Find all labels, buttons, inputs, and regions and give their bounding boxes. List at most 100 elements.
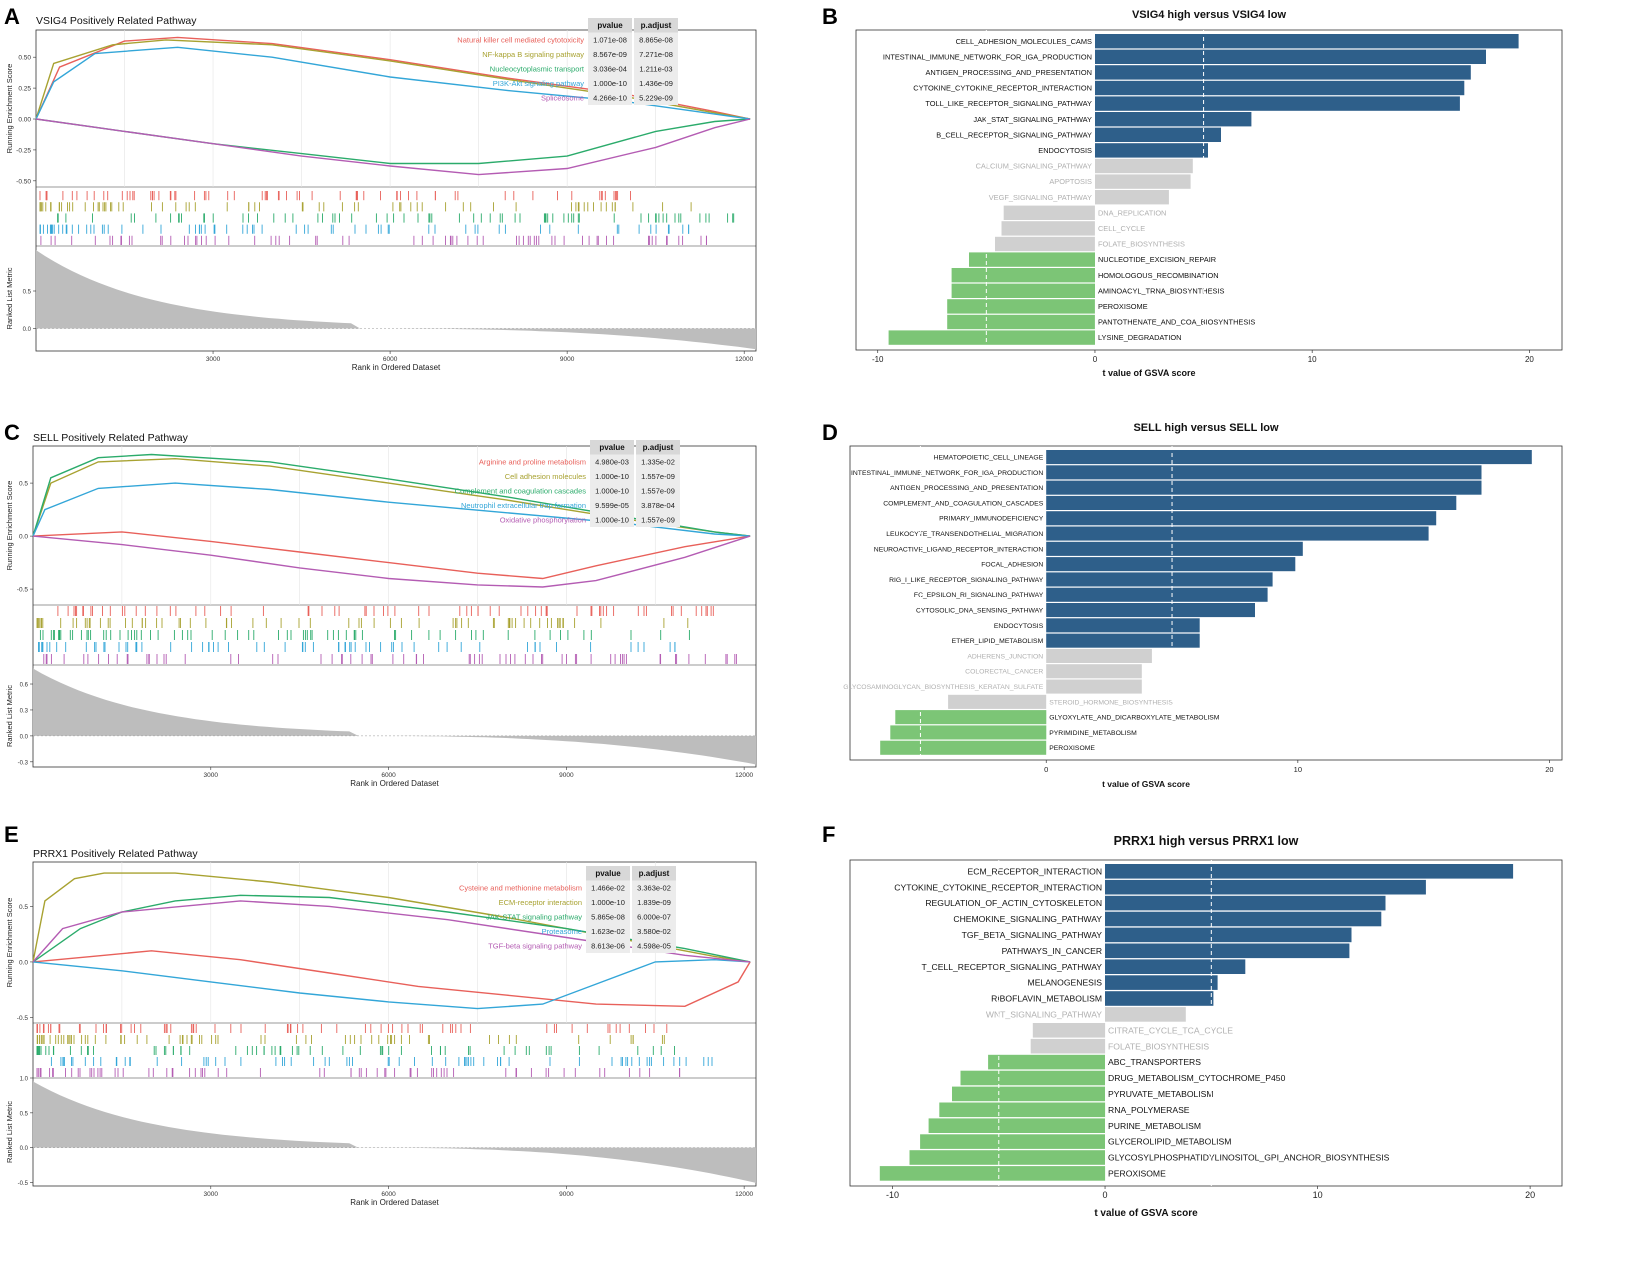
bar-label: VEGF_SIGNALING_PATHWAY bbox=[989, 193, 1092, 202]
gsva-bar bbox=[948, 694, 1047, 709]
plot-frame bbox=[849, 859, 1563, 1187]
pvalue-cell: 4.980e-03 bbox=[595, 458, 629, 467]
padjust-cell: 1.839e-09 bbox=[637, 898, 671, 907]
gsva-bar bbox=[1095, 143, 1208, 158]
chart-title: VSIG4 high versus VSIG4 low bbox=[1132, 9, 1286, 21]
legend-entry: NF-kappa B signaling pathway bbox=[482, 50, 584, 59]
gsva-bar bbox=[1105, 943, 1350, 959]
x-tick-label: 12000 bbox=[735, 772, 753, 779]
y-tick-label: 0.00 bbox=[18, 117, 31, 124]
table-cell bbox=[634, 76, 678, 91]
legend-entry: Nucleocytoplasmic transport bbox=[490, 65, 585, 74]
pvalue-cell: 1.466e-02 bbox=[591, 884, 625, 893]
bar-label: B_CELL_RECEPTOR_SIGNALING_PATHWAY bbox=[936, 130, 1092, 139]
panel-letter: B bbox=[822, 4, 838, 29]
legend-entry: Spliceosome bbox=[541, 94, 584, 103]
legend-entry: Natural killer cell mediated cytotoxicit… bbox=[457, 36, 584, 45]
bar-label: FOLATE_BIOSYNTHESIS bbox=[1108, 1041, 1209, 1051]
metric-tick-label: 0.5 bbox=[23, 290, 32, 296]
gsva-bar bbox=[1046, 480, 1482, 495]
bar-label: PEROXISOME bbox=[1098, 302, 1148, 311]
gsva-bar bbox=[1105, 1007, 1186, 1022]
gsva-bar bbox=[1105, 991, 1214, 1006]
legend-entry: ECM-receptor interaction bbox=[499, 898, 582, 907]
bar-label: FC_EPSILON_RI_SIGNALING_PATHWAY bbox=[914, 592, 1044, 599]
bar-label: CHEMOKINE_SIGNALING_PATHWAY bbox=[953, 914, 1102, 924]
plot-frame bbox=[35, 29, 757, 352]
bar-label: PEROXISOME bbox=[1049, 745, 1095, 752]
table-cell bbox=[634, 61, 678, 76]
gsva-bar bbox=[1046, 618, 1200, 633]
table-cell bbox=[636, 483, 680, 498]
pvalue-cell: 9.599e-05 bbox=[595, 501, 629, 510]
bar-label: JAK_STAT_SIGNALING_PATHWAY bbox=[973, 115, 1092, 124]
gsva-bar bbox=[1095, 65, 1471, 80]
x-tick-label: 3000 bbox=[204, 772, 219, 779]
gsva-bar bbox=[1046, 557, 1296, 572]
ranked-metric-area bbox=[33, 1081, 756, 1183]
x-axis-label: Rank in Ordered Dataset bbox=[350, 779, 439, 788]
gsva-bar bbox=[1105, 895, 1386, 911]
bar-label: MELANOGENESIS bbox=[1028, 978, 1103, 988]
bar-label: DRUG_METABOLISM_CYTOCHROME_P450 bbox=[1108, 1073, 1286, 1083]
gsva-bar bbox=[1095, 174, 1191, 189]
pvalue-cell: 1.000e-10 bbox=[591, 898, 625, 907]
bar-label: STEROID_HORMONE_BIOSYNTHESIS bbox=[1049, 699, 1173, 706]
x-tick-label: 9000 bbox=[559, 1191, 574, 1198]
plot-frame bbox=[32, 861, 757, 1187]
table-header-pvalue: pvalue bbox=[599, 443, 625, 452]
x-tick-label: 10 bbox=[1313, 1190, 1323, 1200]
pvalue-cell: 1.623e-02 bbox=[591, 927, 625, 936]
gsva-bar bbox=[988, 1054, 1105, 1070]
gsva-bar bbox=[951, 283, 1095, 298]
padjust-cell: 1.211e-03 bbox=[639, 65, 672, 74]
metric-tick-label: -0.5 bbox=[18, 1181, 29, 1187]
hit-rug-row-2 bbox=[36, 618, 689, 628]
es-curve-5 bbox=[35, 118, 751, 176]
table-header-cell bbox=[588, 18, 632, 33]
bar-label: RIG_I_LIKE_RECEPTOR_SIGNALING_PATHWAY bbox=[889, 577, 1044, 584]
bar-label: NUCLEOTIDE_EXCISION_REPAIR bbox=[1098, 255, 1216, 264]
x-tick-label: 20 bbox=[1525, 355, 1534, 364]
table-cell bbox=[588, 76, 632, 91]
bar-label: ECM_RECEPTOR_INTERACTION bbox=[968, 866, 1103, 876]
pvalue-cell: 1.000e-10 bbox=[595, 472, 629, 481]
gsva-bar bbox=[1046, 511, 1437, 526]
bar-label: RNA_POLYMERASE bbox=[1108, 1105, 1190, 1115]
table-cell bbox=[632, 909, 676, 924]
panel-letter: D bbox=[822, 420, 838, 445]
gsva-bar bbox=[1046, 664, 1142, 679]
bar-label: DNA_REPLICATION bbox=[1098, 208, 1166, 217]
chart-title: PRRX1 Positively Related Pathway bbox=[33, 848, 198, 860]
panel-letter: E bbox=[4, 822, 19, 847]
y-tick-label: -0.50 bbox=[16, 178, 31, 185]
bar-label: GLYOXYLATE_AND_DICARBOXYLATE_METABOLISM bbox=[1049, 715, 1220, 722]
bar-label: COMPLEMENT_AND_COAGULATION_CASCADES bbox=[883, 500, 1043, 507]
gsva-bar bbox=[909, 1150, 1105, 1165]
table-cell bbox=[632, 895, 676, 910]
bar-label: PRIMARY_IMMUNODEFICIENCY bbox=[939, 516, 1044, 523]
table-cell bbox=[590, 512, 634, 527]
gsva-bar bbox=[952, 1086, 1105, 1102]
table-cell bbox=[634, 32, 678, 47]
legend-entry: JAK-STAT signaling pathway bbox=[486, 913, 582, 922]
hit-rug-row-5 bbox=[40, 235, 707, 245]
bar-label: WNT_SIGNALING_PATHWAY bbox=[986, 1010, 1102, 1020]
gsva-bar bbox=[879, 1166, 1106, 1181]
legend-entry: Proteasome bbox=[542, 927, 582, 936]
padjust-cell: 5.229e-09 bbox=[639, 94, 673, 103]
pvalue-cell: 8.613e-06 bbox=[591, 942, 625, 951]
table-cell bbox=[634, 47, 678, 62]
x-tick-label: -10 bbox=[872, 355, 884, 364]
padjust-cell: 6.000e-07 bbox=[637, 913, 671, 922]
table-cell bbox=[632, 938, 676, 953]
bar-label: INTESTINAL_IMMUNE_NETWORK_FOR_IGA_PRODUC… bbox=[883, 52, 1092, 61]
gsva-bar bbox=[1046, 526, 1429, 541]
x-tick-label: 20 bbox=[1525, 1190, 1535, 1200]
legend-entry: TGF-beta signaling pathway bbox=[488, 942, 582, 951]
table-cell bbox=[590, 498, 634, 513]
gsva-bar bbox=[1003, 205, 1095, 220]
legend-entry: Cell adhesion molecules bbox=[505, 472, 587, 481]
gsva-bar bbox=[1105, 911, 1382, 927]
bar-label: CALCIUM_SIGNALING_PATHWAY bbox=[976, 162, 1092, 171]
